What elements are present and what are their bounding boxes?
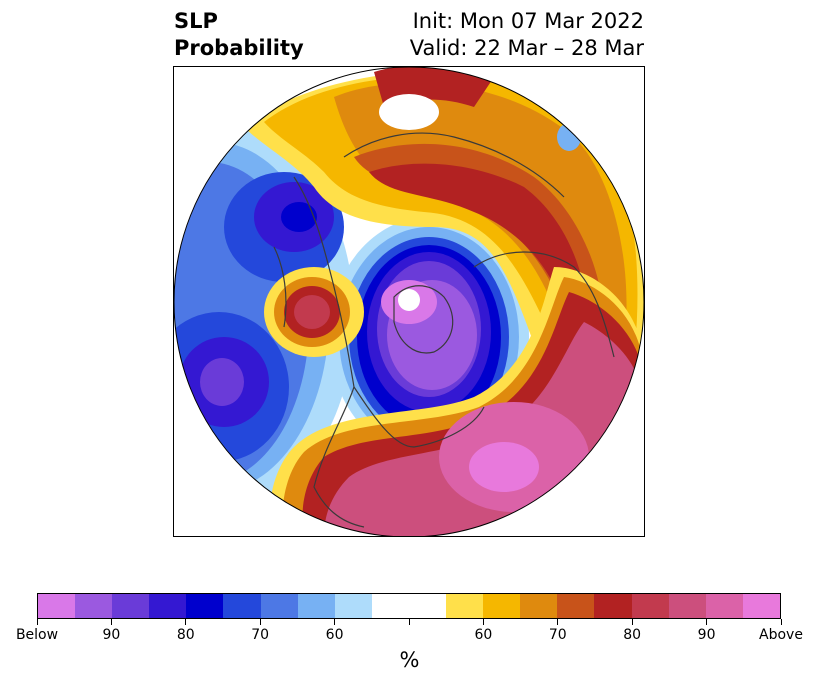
colorbar-tick-label: 60: [325, 627, 344, 643]
map-panel: [173, 66, 645, 537]
colorbar-tick-label: 80: [176, 627, 195, 643]
pacific-low-region: [174, 127, 354, 507]
colorbar-tick: [110, 619, 112, 625]
colorbar-segment: [112, 594, 150, 618]
colorbar-segment: [149, 594, 187, 618]
title-product: Probability: [174, 36, 304, 60]
colorbar-segment: [594, 594, 632, 618]
small-low-patch: [557, 123, 581, 151]
colorbar-tick-label: 80: [623, 627, 642, 643]
chart-title-right: Init: Mon 07 Mar 2022 Valid: 22 Mar – 28…: [410, 8, 644, 62]
colorbar-tick: [259, 619, 261, 625]
colorbar-tick: [631, 619, 633, 625]
colorbar-tick: [334, 619, 336, 625]
colorbar-segment: [631, 594, 669, 618]
title-init-date: Init: Mon 07 Mar 2022: [412, 9, 644, 33]
colorbar-tick-label: 90: [102, 627, 121, 643]
colorbar-tick: [706, 619, 708, 625]
colorbar-label: %: [399, 648, 420, 672]
probability-map: [174, 67, 644, 536]
colorbar-segment: [557, 594, 595, 618]
colorbar-segment: [446, 594, 484, 618]
colorbar-segment: [38, 594, 76, 618]
colorbar-segment: [371, 594, 409, 618]
colorbar-segment: [742, 594, 780, 618]
colorbar-tick-label: Below: [15, 627, 59, 643]
colorbar-tick: [482, 619, 484, 625]
colorbar-segment: [75, 594, 113, 618]
colorbar-tick-label: 70: [548, 627, 567, 643]
colorbar-tick: [185, 619, 187, 625]
colorbar-segment: [297, 594, 335, 618]
colorbar-tick: [557, 619, 559, 625]
colorbar-tick-label: 60: [474, 627, 493, 643]
chart-title-left: SLP Probability: [174, 8, 304, 62]
colorbar-segment: [260, 594, 298, 618]
colorbar-tick: [780, 619, 782, 625]
title-variable: SLP: [174, 9, 218, 33]
colorbar-tick-label: 70: [251, 627, 270, 643]
colorbar-tick-label: 90: [697, 627, 716, 643]
colorbar-segment: [223, 594, 261, 618]
colorbar-tick: [408, 619, 410, 625]
colorbar-segment: [334, 594, 372, 618]
colorbar-segment: [668, 594, 706, 618]
map-disc: [174, 67, 644, 536]
colorbar-segment: [186, 594, 224, 618]
colorbar-segment: [408, 594, 447, 618]
colorbar: [37, 593, 781, 619]
pacific-high-region: [264, 267, 364, 357]
title-valid-range: Valid: 22 Mar – 28 Mar: [409, 36, 644, 60]
colorbar-tick: [36, 619, 38, 625]
colorbar-tick-label: Above: [759, 627, 803, 643]
colorbar-segment: [483, 594, 521, 618]
colorbar-segment: [705, 594, 743, 618]
colorbar-segment: [520, 594, 558, 618]
